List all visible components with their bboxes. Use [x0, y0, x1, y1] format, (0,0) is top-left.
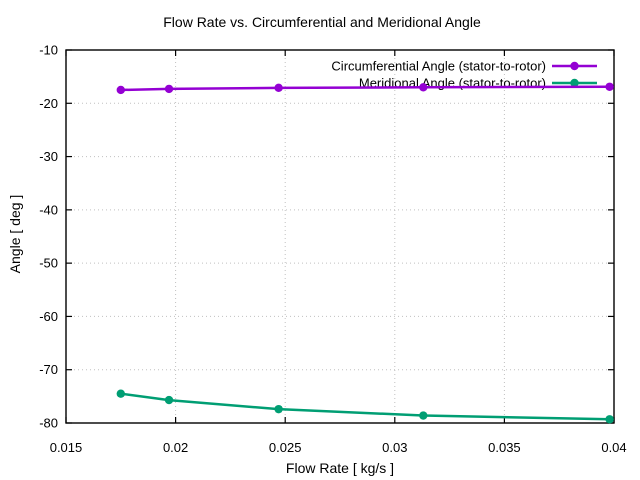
y-tick-label: -50 [39, 256, 58, 271]
chart-title: Flow Rate vs. Circumferential and Meridi… [163, 14, 481, 30]
y-tick-label: -20 [39, 96, 58, 111]
data-point-series-0 [419, 83, 428, 92]
x-tick-label: 0.015 [50, 440, 83, 455]
legend-marker-meridional-angle [570, 78, 579, 88]
data-point-series-1 [419, 411, 428, 420]
x-tick-labels: 0.015 0.02 0.025 0.03 0.035 0.04 [50, 440, 627, 455]
data-point-series-1 [164, 395, 174, 405]
y-tick-label: -70 [39, 362, 58, 377]
y-tick-labels: -80 -70 -60 -50 -40 -30 -20 -10 [39, 43, 58, 431]
x-tick-label: 0.03 [382, 440, 407, 455]
x-tick-label: 0.04 [601, 440, 626, 455]
legend-entry-circumferential-angle: Circumferential Angle (stator-to-rotor) [331, 59, 597, 74]
data-point-series-0 [605, 82, 614, 91]
legend-label-circumferential-angle: Circumferential Angle (stator-to-rotor) [331, 59, 546, 74]
y-tick-label: -30 [39, 149, 58, 164]
x-tick-label: 0.035 [488, 440, 521, 455]
data-point-series-1 [605, 415, 614, 424]
data-point-series-1 [274, 404, 283, 414]
series-line-1 [119, 392, 611, 421]
y-tick-label: -40 [39, 202, 58, 217]
data-point-series-0 [116, 85, 126, 95]
grid-lines [66, 50, 614, 423]
x-tick-label: 0.02 [163, 440, 188, 455]
y-tick-label: -10 [39, 43, 58, 58]
axis-tick-marks [65, 49, 615, 424]
data-point-series-0 [164, 84, 174, 94]
data-series [116, 82, 614, 424]
x-tick-label: 0.025 [269, 440, 302, 455]
data-point-series-0 [274, 83, 283, 93]
data-point-series-1 [116, 389, 126, 398]
x-axis-label: Flow Rate [ kg/s ] [286, 460, 394, 476]
plot-border [65, 49, 615, 424]
y-tick-label: -60 [39, 309, 58, 324]
y-tick-label: -80 [39, 416, 58, 431]
y-axis-label: Angle [ deg ] [7, 195, 23, 274]
legend-marker-circumferential-angle [570, 61, 579, 71]
